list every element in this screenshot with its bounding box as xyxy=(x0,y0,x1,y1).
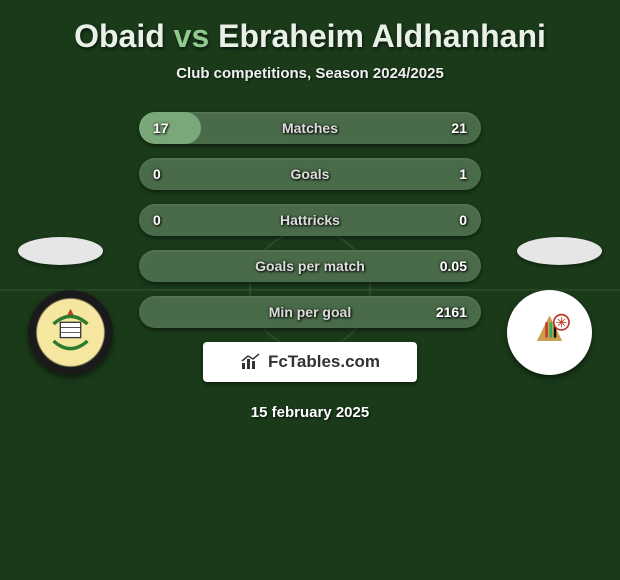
stat-bar: 00Hattricks xyxy=(139,204,481,236)
stat-bar: 01Goals xyxy=(139,158,481,190)
player-right-oval xyxy=(517,237,602,265)
comparison-panel: 1721Matches 01Goals 00Hattricks 0.05Goals p… xyxy=(0,112,620,421)
stat-bar: 0.05Goals per match xyxy=(139,250,481,282)
brand-text: FcTables.com xyxy=(268,352,380,372)
stat-bar: 2161Min per goal xyxy=(139,296,481,328)
team-badge-right xyxy=(507,290,592,375)
team-crest-left-icon xyxy=(28,290,113,375)
chart-icon xyxy=(240,353,262,371)
stat-label: Min per goal xyxy=(139,304,481,320)
stat-label: Hattricks xyxy=(139,212,481,228)
stat-bar: 1721Matches xyxy=(139,112,481,144)
player-left-oval xyxy=(18,237,103,265)
vs-text: vs xyxy=(174,18,210,54)
subtitle: Club competitions, Season 2024/2025 xyxy=(0,65,620,82)
stat-bars: 1721Matches 01Goals 00Hattricks 0.05Goals p… xyxy=(139,112,481,328)
team-crest-right-icon xyxy=(507,290,592,375)
brand-logo[interactable]: FcTables.com xyxy=(203,342,417,382)
team-badge-left xyxy=(28,290,113,375)
stat-label: Goals xyxy=(139,166,481,182)
comparison-date: 15 february 2025 xyxy=(0,404,620,421)
stat-label: Goals per match xyxy=(139,258,481,274)
comparison-title: Obaid vs Ebraheim Aldhanhani xyxy=(0,0,620,65)
stat-label: Matches xyxy=(139,120,481,136)
player-right-name: Ebraheim Aldhanhani xyxy=(218,18,546,54)
player-left-name: Obaid xyxy=(74,18,165,54)
